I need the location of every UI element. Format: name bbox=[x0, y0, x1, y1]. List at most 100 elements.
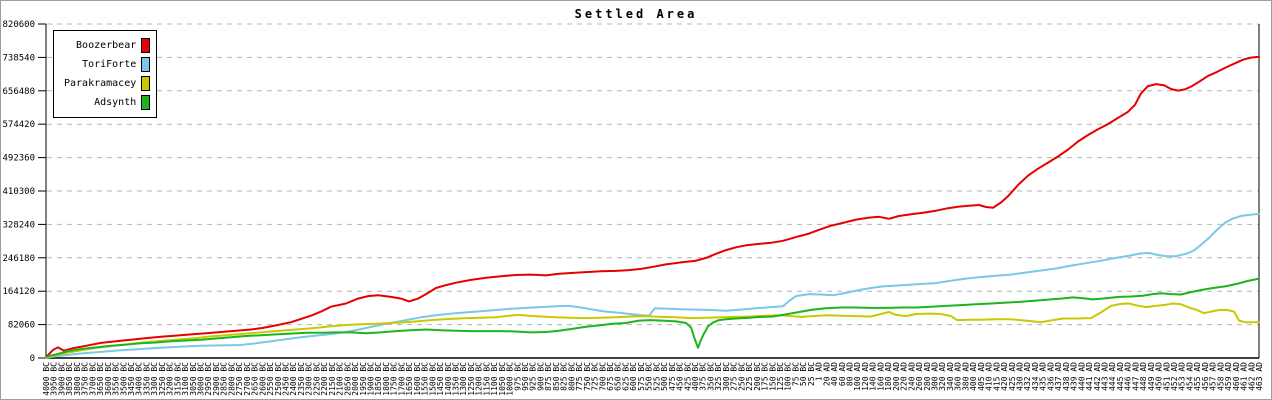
x-tick-label: 2200 BC bbox=[320, 362, 329, 396]
x-tick-label: 445 AD bbox=[1116, 362, 1125, 391]
x-tick-label: 2150 BC bbox=[328, 362, 337, 396]
x-tick-label: 3600 BC bbox=[104, 362, 113, 396]
x-tick-label: 447 AD bbox=[1131, 362, 1140, 391]
x-tick-label: 1600 BC bbox=[413, 362, 422, 396]
x-tick-label: 120 AD bbox=[861, 362, 870, 391]
x-tick-label: 460 AD bbox=[1232, 362, 1241, 391]
x-tick-label: 3500 BC bbox=[119, 362, 128, 396]
x-tick-label: 3250 BC bbox=[158, 362, 167, 396]
x-tick-label: 220 AD bbox=[900, 362, 909, 391]
x-tick-label: 975 BC bbox=[513, 362, 522, 391]
y-tick-label: 0 bbox=[30, 354, 35, 364]
x-tick-label: 80 AD bbox=[846, 362, 855, 386]
x-tick-label: 2250 BC bbox=[312, 362, 321, 396]
x-tick-label: 900 BC bbox=[536, 362, 545, 391]
x-tick-label: 260 AD bbox=[915, 362, 924, 391]
x-tick-label: 1300 BC bbox=[459, 362, 468, 396]
x-tick-label: 430 AD bbox=[1015, 362, 1024, 391]
x-tick-label: 1200 BC bbox=[475, 362, 484, 396]
x-tick-label: 2400 BC bbox=[289, 362, 298, 396]
x-tick-label: 1100 BC bbox=[490, 362, 499, 396]
x-tick-label: 300 BC bbox=[722, 362, 731, 391]
x-tick-label: 725 BC bbox=[591, 362, 600, 391]
x-tick-label: 1050 BC bbox=[498, 362, 507, 396]
x-tick-label: 452 AD bbox=[1170, 362, 1179, 391]
x-tick-label: 425 BC bbox=[683, 362, 692, 391]
x-tick-label: 3950 BC bbox=[50, 362, 59, 396]
x-tick-label: 160 AD bbox=[876, 362, 885, 391]
x-tick-label: 462 AD bbox=[1247, 362, 1256, 391]
series-line-boozerbear bbox=[45, 55, 1260, 359]
y-tick-label: 492360 bbox=[2, 154, 35, 164]
y-tick-label: 410300 bbox=[2, 187, 35, 197]
x-tick-label: 75 BC bbox=[791, 362, 800, 386]
x-tick-label: 2500 BC bbox=[274, 362, 283, 396]
x-tick-label: 1250 BC bbox=[467, 362, 476, 396]
x-tick-label: 925 BC bbox=[529, 362, 538, 391]
x-tick-label: 3450 BC bbox=[127, 362, 136, 396]
x-tick-label: 451 AD bbox=[1162, 362, 1171, 391]
x-tick-label: 2800 BC bbox=[227, 362, 236, 396]
x-tick-label: 375 BC bbox=[699, 362, 708, 391]
x-tick-label: 2900 BC bbox=[212, 362, 221, 396]
x-tick-label: 455 AD bbox=[1193, 362, 1202, 391]
x-tick-label: 550 BC bbox=[645, 362, 654, 391]
x-tick-label: 500 BC bbox=[660, 362, 669, 391]
x-tick-label: 1700 BC bbox=[397, 362, 406, 396]
y-tick-label: 246180 bbox=[2, 254, 35, 264]
x-tick-label: 1400 BC bbox=[444, 362, 453, 396]
x-tick-label: 2650 BC bbox=[251, 362, 260, 396]
x-tick-label: 439 AD bbox=[1070, 362, 1079, 391]
legend-entry-label: Boozerbear bbox=[76, 40, 137, 51]
x-tick-label: 125 BC bbox=[776, 362, 785, 391]
y-tick-label: 738540 bbox=[2, 53, 35, 63]
x-tick-label: 20 AD bbox=[822, 362, 831, 386]
series-line-adsynth bbox=[45, 277, 1260, 358]
x-tick-label: 2450 BC bbox=[282, 362, 291, 396]
x-tick-label: 450 BC bbox=[676, 362, 685, 391]
x-tick-label: 2300 BC bbox=[305, 362, 314, 396]
x-tick-label: 850 BC bbox=[552, 362, 561, 391]
x-tick-label: 459 AD bbox=[1224, 362, 1233, 391]
x-tick-label: 350 BC bbox=[706, 362, 715, 391]
legend-color-swatch bbox=[141, 38, 151, 53]
x-tick-label: 1350 BC bbox=[451, 362, 460, 396]
x-tick-label: 442 AD bbox=[1093, 362, 1102, 391]
legend-color-swatch bbox=[141, 76, 151, 91]
chart-title: Settled Area bbox=[574, 7, 698, 21]
x-tick-label: 750 BC bbox=[583, 362, 592, 391]
legend-entry: Adsynth bbox=[64, 93, 151, 112]
legend-color-swatch bbox=[141, 57, 151, 72]
x-tick-label: 3000 BC bbox=[197, 362, 206, 396]
x-tick-label: 100 BC bbox=[784, 362, 793, 391]
x-tick-label: 340 AD bbox=[946, 362, 955, 391]
x-tick-label: 457 AD bbox=[1209, 362, 1218, 391]
x-tick-label: 320 AD bbox=[938, 362, 947, 391]
x-tick-label: 1550 BC bbox=[421, 362, 430, 396]
y-tick-label: 82060 bbox=[8, 321, 35, 331]
x-tick-label: 458 AD bbox=[1216, 362, 1225, 391]
x-tick-label: 450 AD bbox=[1155, 362, 1164, 391]
x-tick-label: 1800 BC bbox=[382, 362, 391, 396]
x-tick-label: 3550 BC bbox=[112, 362, 121, 396]
x-tick-label: 700 BC bbox=[598, 362, 607, 391]
x-tick-label: 300 AD bbox=[931, 362, 940, 391]
x-tick-label: 400 AD bbox=[969, 362, 978, 391]
x-tick-label: 2600 BC bbox=[258, 362, 267, 396]
legend: Boozerbear ToriForte Parakramacey Adsynth bbox=[53, 30, 158, 118]
x-tick-label: 448 AD bbox=[1139, 362, 1148, 391]
x-tick-label: 3200 BC bbox=[166, 362, 175, 396]
x-tick-label: 2550 BC bbox=[266, 362, 275, 396]
x-tick-label: 2050 BC bbox=[343, 362, 352, 396]
x-tick-label: 3300 BC bbox=[150, 362, 159, 396]
x-tick-label: 425 AD bbox=[1008, 362, 1017, 391]
x-tick-label: 405 AD bbox=[977, 362, 986, 391]
x-tick-label: 461 AD bbox=[1240, 362, 1249, 391]
x-tick-label: 440 AD bbox=[1077, 362, 1086, 391]
x-tick-label: 415 AD bbox=[992, 362, 1001, 391]
y-tick-label: 328240 bbox=[2, 220, 35, 230]
x-tick-label: 437 AD bbox=[1054, 362, 1063, 391]
y-tick-label: 656480 bbox=[2, 87, 35, 97]
y-tick-label: 574420 bbox=[2, 120, 35, 130]
